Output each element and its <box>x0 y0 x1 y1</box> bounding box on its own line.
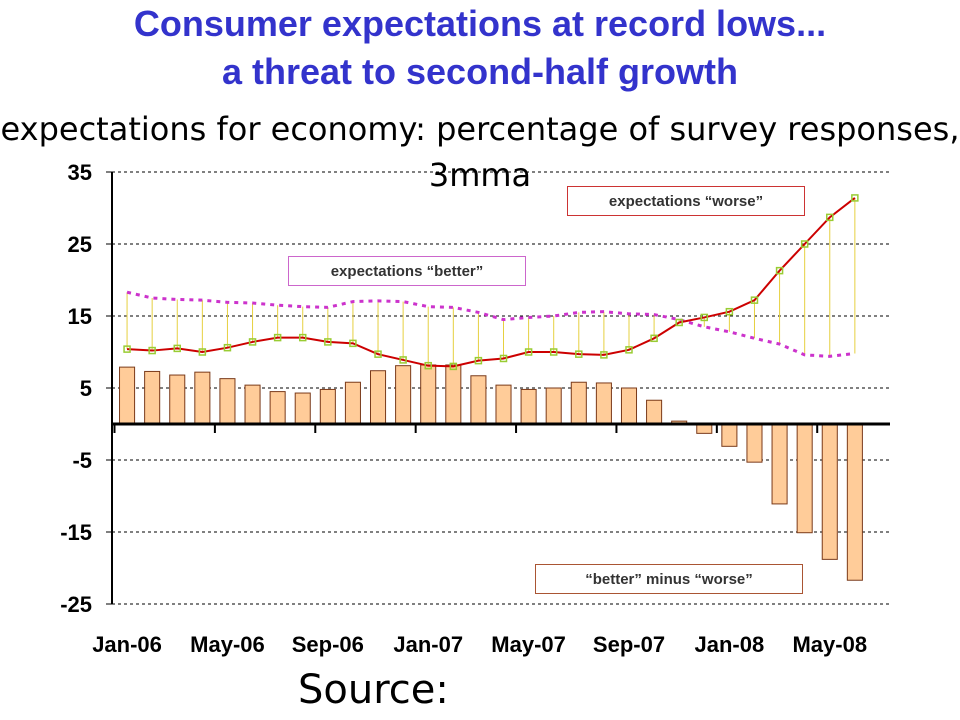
x-tick-label: Jan-08 <box>695 632 765 657</box>
point-worse-Apr-08 <box>800 240 809 248</box>
series-lines <box>126 197 856 368</box>
source-label: Source: <box>298 667 449 713</box>
point-worse-Feb-07 <box>449 362 458 371</box>
bar-Jul-06 <box>269 391 286 425</box>
bar-Feb-06 <box>144 370 161 425</box>
point-worse-Jul-06 <box>273 333 282 342</box>
bar-Aug-07 <box>595 382 612 425</box>
bar-May-07 <box>520 388 537 425</box>
y-tick-label: 15 <box>68 304 92 329</box>
bar-Apr-08 <box>796 423 813 534</box>
point-worse-Jun-06 <box>248 338 257 346</box>
y-tick-label: -5 <box>72 448 92 473</box>
point-worse-Jul-07 <box>575 350 583 358</box>
y-tick-label: 5 <box>80 376 92 401</box>
annotation-expectations-worse: expectations “worse” <box>567 186 805 216</box>
point-worse-Nov-07 <box>675 318 683 327</box>
point-worse-Oct-07 <box>650 334 658 343</box>
point-worse-Jun-08 <box>851 194 859 202</box>
axes <box>106 171 890 605</box>
bar-Jul-07 <box>570 381 587 425</box>
y-tick-label: 25 <box>68 232 92 257</box>
bar-Apr-06 <box>194 371 211 425</box>
point-worse-Apr-06 <box>198 348 207 356</box>
bar-Jun-07 <box>545 387 562 425</box>
point-worse-Dec-07 <box>700 313 709 322</box>
difference-bars <box>119 364 863 581</box>
chart-title: Consumer expectations at record lows... <box>133 3 827 44</box>
bar-Apr-07 <box>495 384 512 425</box>
point-worse-Aug-06 <box>298 333 307 342</box>
bar-Feb-08 <box>746 423 763 463</box>
chart-subtitle: expectations for economy: percentage of … <box>0 110 960 194</box>
bar-Mar-07 <box>470 375 487 425</box>
chart-title-line-2: a threat to second-half growth <box>221 51 739 92</box>
x-tick-label: Sep-07 <box>593 632 665 657</box>
bar-Mar-08 <box>771 423 788 505</box>
point-worse-Mar-06 <box>173 344 182 353</box>
y-tick-label: 35 <box>68 160 92 185</box>
bar-Sep-07 <box>620 387 638 425</box>
series-markers <box>123 194 859 371</box>
x-tick-label: Jan-07 <box>393 632 463 657</box>
x-tick-label: Sep-06 <box>292 632 364 657</box>
point-worse-Feb-08 <box>750 296 759 304</box>
point-worse-May-08 <box>826 213 834 222</box>
bar-Feb-07 <box>445 364 462 425</box>
bar-Mar-06 <box>169 374 186 425</box>
bar-Jan-06 <box>119 366 136 425</box>
bar-Jan-08 <box>721 423 738 447</box>
bar-Oct-07 <box>646 399 663 425</box>
bar-May-06 <box>219 378 236 425</box>
point-worse-Apr-07 <box>499 354 508 363</box>
series-line-expectations-worse <box>127 197 856 368</box>
x-tick-label: May-07 <box>491 632 566 657</box>
point-worse-Mar-07 <box>474 356 483 365</box>
bar-Oct-06 <box>344 381 361 425</box>
bar-Dec-06 <box>395 365 412 425</box>
point-worse-Sep-07 <box>625 346 633 354</box>
bar-Aug-06 <box>294 392 311 425</box>
point-worse-Jan-08 <box>725 307 734 316</box>
y-tick-label: -15 <box>60 520 92 545</box>
point-worse-Aug-07 <box>600 351 608 359</box>
point-worse-Feb-06 <box>148 346 156 355</box>
bar-Jun-08 <box>846 423 863 581</box>
x-tick-label: May-08 <box>792 632 867 657</box>
point-worse-Jun-07 <box>549 348 558 356</box>
bar-Sep-06 <box>319 388 336 425</box>
annotation-better-minus-worse: “better” minus “worse” <box>535 564 803 594</box>
point-worse-Nov-06 <box>374 350 382 358</box>
point-worse-May-07 <box>524 348 533 356</box>
bar-Jun-06 <box>244 384 261 425</box>
bar-Jan-07 <box>420 364 437 425</box>
bar-May-08 <box>821 423 838 560</box>
y-tick-label: -25 <box>60 592 92 617</box>
series-line-expectations-better <box>126 290 856 358</box>
point-worse-Jan-06 <box>123 345 131 353</box>
x-tick-label: May-06 <box>190 632 265 657</box>
point-worse-Dec-06 <box>399 356 407 364</box>
x-tick-label: Jan-06 <box>92 632 162 657</box>
point-worse-May-06 <box>223 343 232 352</box>
point-worse-Jan-07 <box>424 361 432 370</box>
annotation-expectations-better: expectations “better” <box>288 256 526 286</box>
point-worse-Sep-06 <box>324 338 332 346</box>
point-worse-Oct-06 <box>349 339 357 348</box>
point-worse-Mar-08 <box>775 266 784 275</box>
drop-lines <box>126 197 856 367</box>
bar-Nov-06 <box>369 370 387 425</box>
